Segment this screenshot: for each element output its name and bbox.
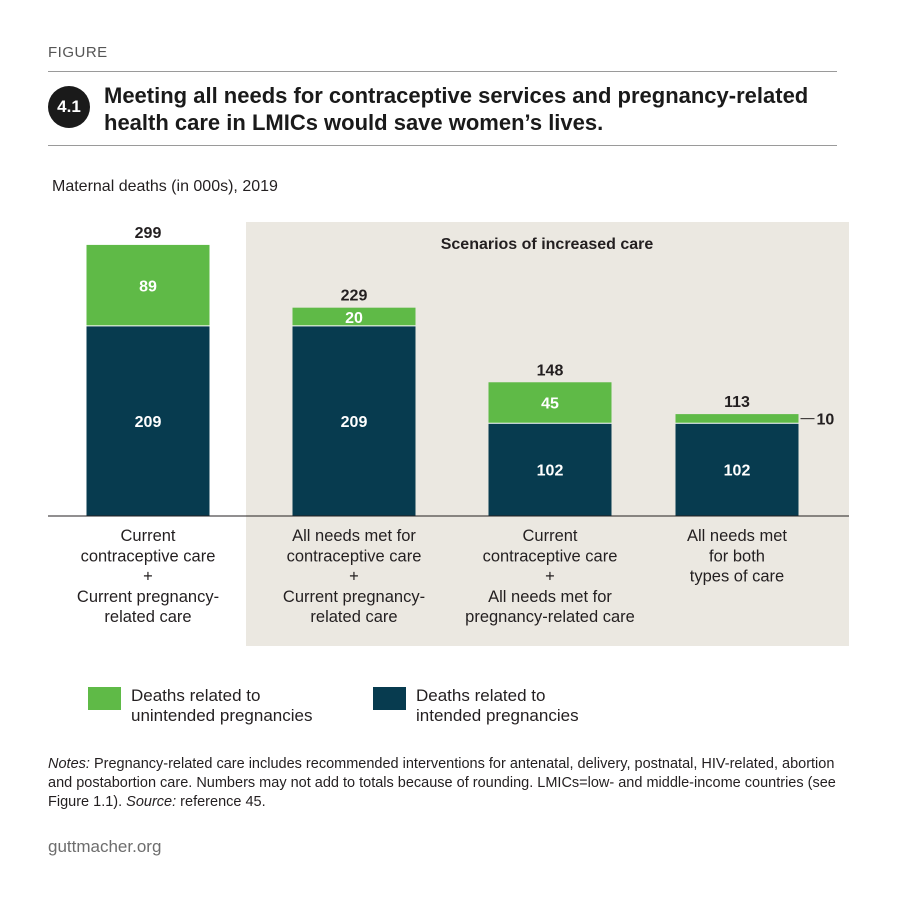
figure-number-badge: 4.1 [48,86,90,128]
category-label-3-0: All needs met [687,527,787,545]
source-text: reference 45. [176,794,266,810]
bar-unintended-0 [86,244,210,326]
top-rule [48,71,837,72]
legend-label-unintended-line1: Deaths related to [131,686,261,705]
title-rule [48,145,837,146]
notes-label: Notes: [48,756,90,772]
category-label-3-1: for both [709,547,765,565]
site-url: guttmacher.org [48,837,162,856]
bar-intended-1 [292,325,416,516]
legend-item-unintended: Deaths related to unintended pregnancies [88,686,341,726]
label-total-1: 229 [341,288,368,305]
bar-unintended-2 [488,382,612,424]
label-intended-2: 102 [537,463,564,480]
category-label-0-2: + [143,568,153,586]
bar-intended-2 [488,423,612,516]
category-label-1-4: related care [310,608,397,626]
label-intended-3: 102 [724,463,751,480]
category-label-2-2: + [545,568,555,586]
category-label-0-0: Current [120,527,175,545]
bar-intended-0 [86,325,210,516]
label-unintended-1: 20 [345,310,363,327]
label-unintended-2: 45 [541,396,559,413]
figure-label: FIGURE [48,44,108,61]
bar-unintended-3 [675,414,799,424]
label-total-0: 299 [135,225,162,242]
legend-label-unintended-line2: unintended pregnancies [131,706,313,725]
label-total-3: 113 [724,394,750,411]
stacked-bar-chart: Scenarios of increased care 209 89 299 Curre… [48,222,849,646]
label-intended-1: 209 [341,414,368,431]
source-label: Source: [126,794,177,810]
notes: Notes: Pregnancy-related care includes r… [48,755,848,812]
category-label-2-4: pregnancy-related care [465,608,635,626]
figure-title: Meeting all needs for contraceptive serv… [104,83,809,135]
category-label-3-2: types of care [690,568,784,586]
legend-label-intended-line2: intended pregnancies [416,706,579,725]
category-label-1-0: All needs met for [292,527,416,545]
category-label-0-4: related care [104,608,191,626]
category-label-0-1: contraceptive care [81,547,216,565]
legend-swatch-unintended [88,687,121,710]
category-label-2-1: contraceptive care [483,547,618,565]
category-label-1-1: contraceptive care [287,547,422,565]
label-unintended-3: 10 [817,412,835,429]
chart-ylabel: Maternal deaths (in 000s), 2019 [52,178,278,195]
scenario-panel-label: Scenarios of increased care [441,236,654,253]
notes-text: Pregnancy-related care includes recommen… [48,756,836,810]
bar-intended-3 [675,423,799,516]
category-label-2-0: Current [522,527,577,545]
label-intended-0: 209 [135,414,162,431]
legend-swatch-intended [373,687,406,710]
label-total-2: 148 [537,362,564,379]
bar-unintended-1 [292,307,416,326]
category-label-1-3: Current pregnancy- [283,588,425,606]
label-unintended-0: 89 [139,278,157,295]
legend-label-intended-line1: Deaths related to [416,686,546,705]
category-label-2-3: All needs met for [488,588,612,606]
legend-item-intended: Deaths related to intended pregnancies [373,686,626,726]
category-label-1-2: + [349,568,359,586]
category-label-0-3: Current pregnancy- [77,588,219,606]
